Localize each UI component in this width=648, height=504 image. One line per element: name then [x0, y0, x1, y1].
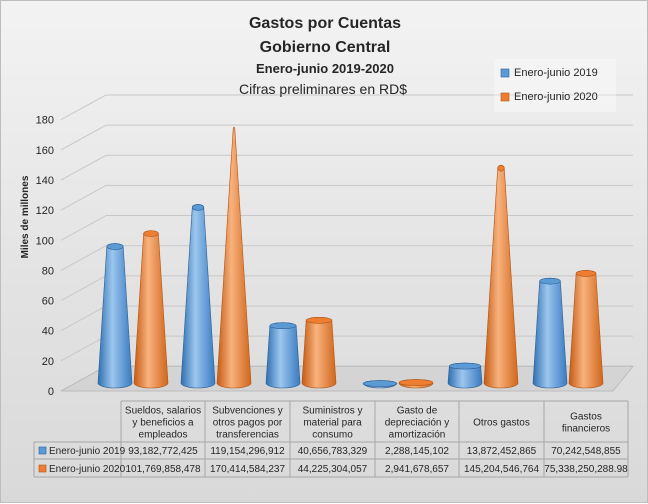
legend-swatch [500, 92, 510, 102]
bar-2020 [568, 270, 604, 389]
bar-top-cap [143, 230, 159, 237]
y-axis-label: Miles de millones [20, 175, 31, 258]
bar-top-cap [106, 243, 124, 250]
y-tick-label: 60 [42, 296, 54, 308]
table-value-cell: 145,204,546,764 [464, 464, 540, 475]
bar-top-cap [398, 379, 434, 386]
table-header-cell: Suministros y [302, 406, 362, 417]
y-tick-label: 180 [36, 115, 54, 127]
legend-box [494, 59, 616, 112]
table-header-cell: empleados [139, 430, 188, 441]
gridline-depth [60, 215, 107, 241]
bar-2019 [265, 322, 301, 389]
bar-top-cap [191, 204, 205, 211]
table-header-cell: transferencias [216, 430, 279, 441]
table-value-cell: 2,941,678,657 [385, 464, 449, 475]
table-value-cell: 40,656,783,329 [298, 446, 368, 457]
bar-2020 [483, 164, 519, 389]
chart-title-line: Enero-junio 2019-2020 [256, 61, 394, 76]
gridline-depth [60, 275, 107, 302]
table-header-cell: Subvenciones y [212, 406, 283, 417]
table-value-cell: 13,872,452,865 [467, 446, 537, 457]
table-header-cell: depreciación y [385, 418, 449, 429]
table-header-cell: otros pagos por [213, 418, 283, 429]
bar-top-cap [449, 362, 481, 370]
table-legend-key [38, 464, 47, 473]
table-header-cell: material para [303, 418, 362, 429]
table-value-cell: 75,338,250,288.98 [544, 464, 628, 475]
bar-2020 [133, 230, 169, 389]
table-value-cell: 44,225,304,057 [298, 464, 368, 475]
bar-2019 [180, 204, 216, 389]
y-tick-label: 40 [42, 326, 54, 338]
table-row-label: Enero-junio 2020 [49, 464, 126, 475]
bar-2019 [532, 277, 568, 389]
y-tick-label: 120 [36, 205, 54, 217]
chart-title-line: Gastos por Cuentas [249, 15, 401, 32]
bar-top-cap [575, 270, 597, 277]
table-header-cell: consumo [312, 430, 353, 441]
bar-top-cap [362, 380, 398, 387]
bar-2019 [97, 243, 133, 389]
table-header-cell: Otros gastos [473, 418, 530, 429]
chart-title-line: Gobierno Central [260, 39, 391, 56]
table-value-cell: 101,769,858,478 [125, 464, 201, 475]
chart-subtitle: Cifras preliminares en RD$ [239, 81, 407, 97]
bar-2020 [301, 317, 337, 389]
gridline-depth [60, 124, 107, 151]
gridline-depth [60, 94, 107, 121]
legend-label: Enero-junio 2019 [514, 67, 598, 79]
table-value-cell: 170,414,584,237 [210, 464, 286, 475]
y-tick-label: 140 [36, 175, 54, 187]
legend-swatch [500, 68, 510, 78]
gridline-depth [60, 154, 107, 181]
table-value-cell: 93,182,772,425 [128, 446, 198, 457]
y-tick-label: 160 [36, 145, 54, 157]
bar-top-cap [539, 277, 561, 285]
table-header-cell: y beneficios a [132, 418, 194, 429]
bar-2020 [216, 127, 252, 389]
table-header-cell: financieros [562, 424, 610, 435]
y-tick-label: 20 [42, 356, 54, 368]
table-legend-key [38, 446, 47, 455]
table-header-cell: amortización [389, 430, 446, 441]
y-tick-label: 80 [42, 265, 54, 277]
bar-top-cap [269, 322, 297, 330]
y-tick-label: 0 [48, 386, 54, 398]
table-value-cell: 119,154,296,912 [210, 446, 285, 457]
gridline-depth [60, 184, 107, 211]
table-header-cell: Sueldos, salarios [125, 406, 201, 417]
table-value-cell: 2,288,145,102 [385, 446, 449, 457]
chart-text-layer: Gastos por Cuentas Gobierno Central Enero-… [20, 15, 616, 398]
bar-top-cap [497, 164, 505, 172]
y-tick-label: 100 [36, 235, 54, 247]
gridline-depth [60, 335, 107, 362]
chart-bars-layer [97, 127, 604, 389]
table-header-cell: Gasto de [397, 406, 438, 417]
table-row-label: Enero-junio 2019 [49, 446, 126, 457]
gridline-depth [60, 305, 107, 332]
table-header-cell: Gastos [570, 412, 602, 423]
legend-label: Enero-junio 2020 [514, 91, 598, 103]
table-value-cell: 70,242,548,855 [551, 446, 621, 457]
gridline-depth [60, 245, 107, 271]
bar-top-cap [305, 317, 333, 324]
